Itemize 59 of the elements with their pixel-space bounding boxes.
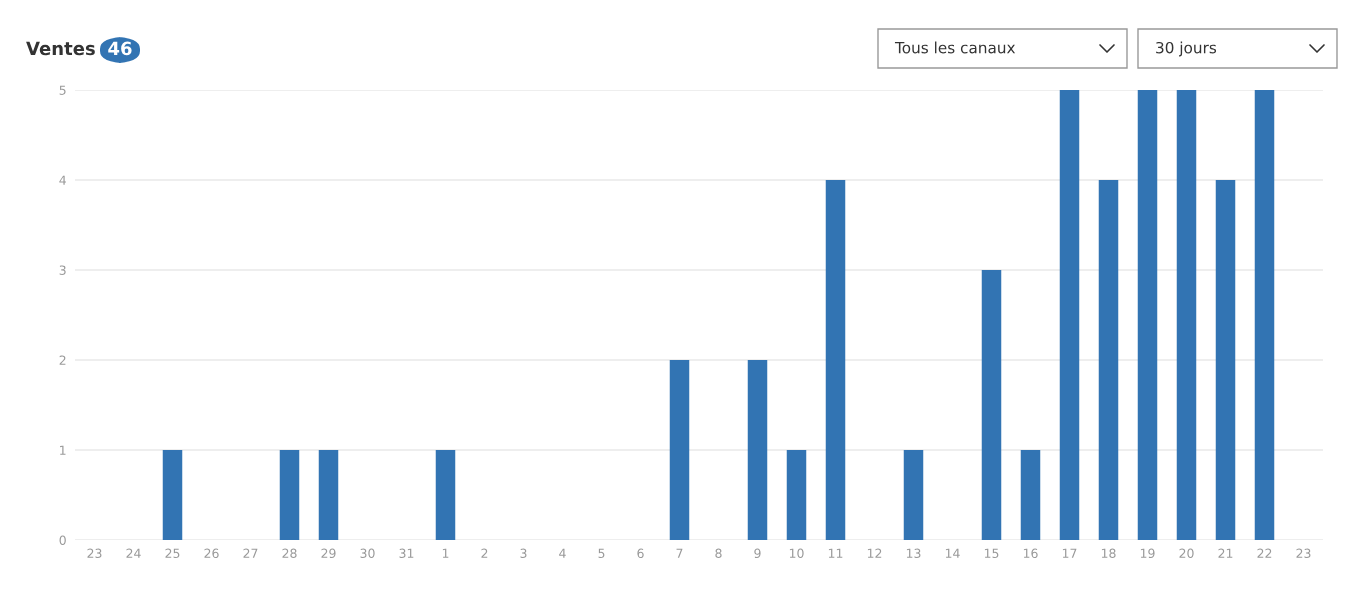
x-tick-label: 8 bbox=[715, 548, 722, 559]
chart-title: Ventes bbox=[26, 41, 95, 56]
x-tick-label: 20 bbox=[1179, 548, 1194, 559]
x-tick-label: 21 bbox=[1218, 548, 1233, 558]
x-tick-label: 23 bbox=[1296, 548, 1311, 559]
x-tick-label: 19 bbox=[1140, 548, 1155, 559]
x-tick-label: 18 bbox=[1101, 548, 1116, 559]
x-tick-label: 14 bbox=[945, 548, 960, 558]
bar bbox=[1254, 90, 1275, 540]
bar bbox=[669, 360, 690, 540]
bar bbox=[1059, 90, 1080, 540]
bar bbox=[903, 450, 924, 540]
x-tick-label: 27 bbox=[243, 548, 258, 558]
bar bbox=[981, 270, 1002, 540]
x-tick-label: 9 bbox=[754, 548, 761, 559]
y-tick-label: 2 bbox=[59, 355, 66, 365]
text: 46 bbox=[108, 41, 132, 56]
x-tick-label: 15 bbox=[984, 548, 999, 559]
x-tick-label: 5 bbox=[598, 548, 605, 559]
y-tick-label: 5 bbox=[59, 85, 66, 95]
text: 30 jours bbox=[1156, 41, 1217, 57]
bar bbox=[1176, 90, 1197, 540]
bar bbox=[1020, 450, 1041, 540]
x-tick-label: 10 bbox=[789, 548, 804, 559]
x-tick-label: 26 bbox=[204, 548, 219, 559]
x-tick-label: 11 bbox=[828, 548, 843, 558]
bar bbox=[747, 360, 768, 540]
x-tick-label: 17 bbox=[1062, 548, 1077, 558]
x-tick-label: 7 bbox=[676, 548, 683, 558]
y-tick-label: 0 bbox=[59, 535, 66, 545]
bar bbox=[825, 180, 846, 540]
bar bbox=[1098, 180, 1119, 540]
x-tick-label: 22 bbox=[1257, 548, 1272, 558]
x-tick-label: 3 bbox=[520, 548, 527, 559]
text: Tous les canaux bbox=[894, 41, 1016, 54]
bar bbox=[162, 450, 183, 540]
x-tick-label: 31 bbox=[399, 548, 414, 559]
x-tick-label: 29 bbox=[321, 548, 336, 559]
x-tick-label: 2 bbox=[481, 548, 488, 558]
x-tick-label: 16 bbox=[1023, 548, 1038, 559]
bar bbox=[1137, 90, 1158, 540]
bar bbox=[435, 450, 456, 540]
x-tick-label: 25 bbox=[165, 548, 180, 559]
x-tick-label: 1 bbox=[442, 548, 449, 558]
bar bbox=[1215, 180, 1236, 540]
x-tick-label: 23 bbox=[87, 548, 102, 559]
x-tick-label: 4 bbox=[559, 548, 566, 558]
x-tick-label: 28 bbox=[282, 548, 297, 559]
y-tick-label: 4 bbox=[59, 175, 66, 185]
x-tick-label: 12 bbox=[867, 548, 882, 558]
x-tick-label: 13 bbox=[906, 548, 921, 559]
bar bbox=[786, 450, 807, 540]
bar bbox=[279, 450, 300, 540]
x-tick-label: 24 bbox=[126, 548, 141, 558]
y-tick-label: 1 bbox=[60, 445, 66, 455]
x-tick-label: 6 bbox=[637, 548, 644, 559]
x-tick-label: 30 bbox=[360, 548, 375, 559]
bar bbox=[318, 450, 339, 540]
y-tick-label: 3 bbox=[59, 265, 66, 275]
